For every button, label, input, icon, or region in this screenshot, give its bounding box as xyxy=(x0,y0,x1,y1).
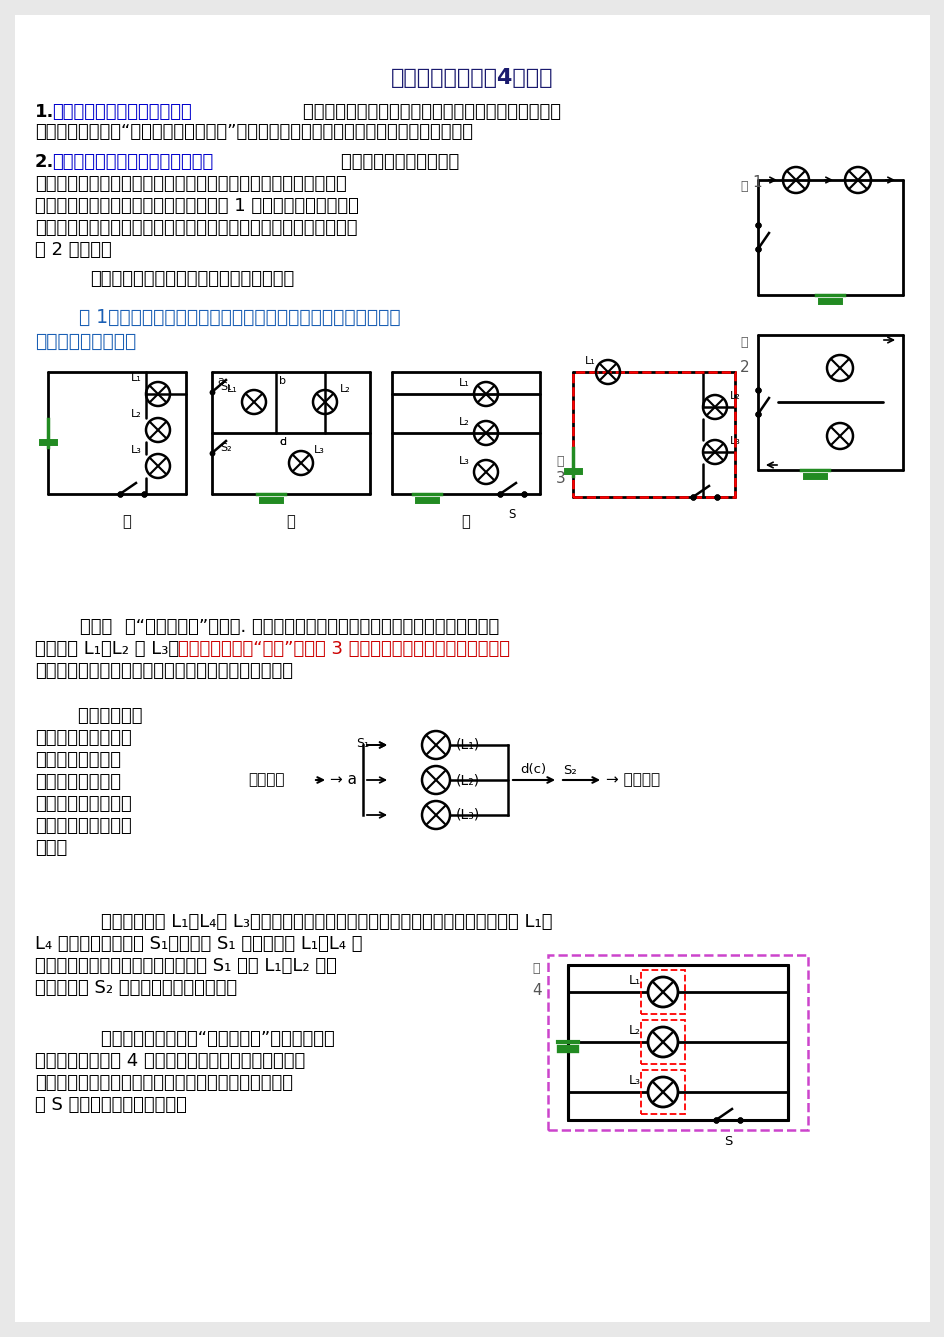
Text: 从电源的正极（或负极）: 从电源的正极（或负极） xyxy=(295,152,459,171)
Text: S₁: S₁ xyxy=(356,737,369,750)
Text: 每一流线上只有一个用电器，则此电路为并联电路。开: 每一流线上只有一个用电器，则此电路为并联电路。开 xyxy=(35,1074,293,1092)
Text: L₂: L₂ xyxy=(729,390,739,401)
Text: L₁: L₁ xyxy=(629,973,640,987)
Text: 出发，沿电流流向，分析电流通过的路径。若只有一条路径通过所: 出发，沿电流流向，分析电流通过的路径。若只有一条路径通过所 xyxy=(35,175,346,193)
Text: 没有电流通过，两灯燭灯，因此开关 S₁ 控制 L₁、L₂ 两盏: 没有电流通过，两灯燭灯，因此开关 S₁ 控制 L₁、L₂ 两盏 xyxy=(35,957,336,975)
Text: 例 1．分析下图所示电路中，开关闭合后，三盏灯的连接形式，: 例 1．分析下图所示电路中，开关闭合后，三盏灯的连接形式， xyxy=(55,308,400,328)
Text: 使用定义法识别串并联电路：: 使用定义法识别串并联电路： xyxy=(52,103,192,122)
Text: (L₃): (L₃) xyxy=(456,808,480,822)
Text: L₂: L₂ xyxy=(339,384,350,394)
Text: 示电路的连接方式，: 示电路的连接方式， xyxy=(35,729,131,747)
Text: 通过了灯 L₁、L₂ 和 L₃，: 通过了灯 L₁、L₂ 和 L₃， xyxy=(35,640,179,658)
Text: 1.: 1. xyxy=(35,103,55,122)
Text: 电源正极: 电源正极 xyxy=(247,773,284,787)
Text: c: c xyxy=(278,437,285,447)
Text: 甲: 甲 xyxy=(123,513,131,529)
Text: 4: 4 xyxy=(531,983,541,997)
Text: d(c): d(c) xyxy=(519,763,546,777)
Text: 若电路中的各元件是逐个顺次连接起来的，则电路为串: 若电路中的各元件是逐个顺次连接起来的，则电路为串 xyxy=(279,103,561,122)
Text: 图: 图 xyxy=(739,336,747,349)
Text: 中可看出，电流的流: 中可看出，电流的流 xyxy=(35,817,131,836)
Text: S: S xyxy=(508,508,515,521)
Bar xyxy=(548,955,807,1130)
Text: L₃: L₃ xyxy=(729,436,740,447)
Text: S₂: S₂ xyxy=(563,763,576,777)
Text: 灯泡。开关 S₂ 在干路上，控制三盏灯。: 灯泡。开关 S₂ 在干路上，控制三盏灯。 xyxy=(35,979,237,997)
Text: L₁: L₁ xyxy=(458,378,469,388)
Text: 分支，又在另一处汇合，则分支处到汇合处之间的电路是并联的（如: 分支，又在另一处汇合，则分支处到汇合处之间的电路是并联的（如 xyxy=(35,219,357,237)
Text: 2: 2 xyxy=(739,360,749,374)
Text: 识别串并联电路的4种方法: 识别串并联电路的4种方法 xyxy=(390,68,552,88)
Text: L₃: L₃ xyxy=(313,445,324,455)
Text: 用“电流流向法”来判断. 在图甲所示的电路中，从电源的正极出发，电流依次: 用“电流流向法”来判断. 在图甲所示的电路中，从电源的正极出发，电流依次 xyxy=(125,618,498,636)
Text: 3: 3 xyxy=(555,471,565,487)
Text: S: S xyxy=(723,1135,732,1148)
Text: 联电路，若各元件“首首相接，尾尾相连”并列地连在电路两点之间，则电路就是并联电路。: 联电路，若各元件“首首相接，尾尾相连”并列地连在电路两点之间，则电路就是并联电路… xyxy=(35,123,473,140)
Text: L₂: L₂ xyxy=(458,417,469,427)
Text: 图 2 所示）。: 图 2 所示）。 xyxy=(35,241,111,259)
Text: → a: → a xyxy=(329,773,357,787)
Text: L₂: L₂ xyxy=(130,409,142,418)
Text: L₃: L₃ xyxy=(629,1074,640,1087)
Text: 向是：: 向是： xyxy=(35,840,67,857)
Text: a: a xyxy=(217,376,224,386)
Text: 图: 图 xyxy=(531,963,539,975)
Text: 在如图所示电路中用“电流流向法”画出了图丙中: 在如图所示电路中用“电流流向法”画出了图丙中 xyxy=(55,1029,334,1048)
Text: 丙: 丙 xyxy=(461,513,470,529)
Text: 由此可看出灯 L₁、L₄和 L₃分别在三条支路上，所以这三盏灯是并联的。其中通过灯 L₁、: 由此可看出灯 L₁、L₄和 L₃分别在三条支路上，所以这三盏灯是并联的。其中通过… xyxy=(55,913,552,931)
Text: L₄ 的电流通过了开关 S₁，当开关 S₁ 断开时，灯 L₁、L₄ 中: L₄ 的电流通过了开关 S₁，当开关 S₁ 断开时，灯 L₁、L₄ 中 xyxy=(35,935,362,953)
Text: L₂: L₂ xyxy=(629,1024,640,1038)
Text: b: b xyxy=(278,376,286,386)
Text: 并分析开关的作用。: 并分析开关的作用。 xyxy=(35,332,136,352)
Text: 有的用电器，则这个电路是串联的（如图 1 所示）；若电流在某处: 有的用电器，则这个电路是串联的（如图 1 所示）；若电流在某处 xyxy=(35,197,359,215)
Text: (L₁): (L₁) xyxy=(456,738,480,751)
Text: 流通过的所有路径: 流通过的所有路径 xyxy=(35,773,121,792)
Text: 为识别图乙所: 为识别图乙所 xyxy=(55,707,143,725)
Text: 在图中画出来，在图: 在图中画出来，在图 xyxy=(35,796,131,813)
Text: 图: 图 xyxy=(739,180,747,193)
Text: 1: 1 xyxy=(751,175,761,190)
Bar xyxy=(572,372,734,497)
Text: S₂: S₂ xyxy=(220,443,231,453)
Text: (L₂): (L₂) xyxy=(456,773,480,787)
Text: 的电流流向。见图 4 的虚线所示，电流有三条通道，且: 的电流流向。见图 4 的虚线所示，电流有三条通道，且 xyxy=(35,1052,305,1070)
Bar xyxy=(640,1070,684,1114)
Text: S₁: S₁ xyxy=(220,382,231,392)
Text: 可以先用虚线将电: 可以先用虚线将电 xyxy=(35,751,121,769)
Text: 分析：: 分析： xyxy=(55,618,112,636)
Text: → 电源负极: → 电源负极 xyxy=(605,773,660,787)
Text: 关 S 在干路上，控制三盏灯。: 关 S 在干路上，控制三盏灯。 xyxy=(35,1096,187,1114)
Bar xyxy=(640,971,684,1013)
Text: L₁: L₁ xyxy=(227,384,237,394)
Text: 使用电流流向法识别串并联电路：: 使用电流流向法识别串并联电路： xyxy=(52,152,213,171)
Text: L₃: L₃ xyxy=(458,456,469,467)
Text: 2.: 2. xyxy=(35,152,55,171)
Text: 图: 图 xyxy=(555,455,563,468)
Text: 的。在串联电路中，一个开关可以控制所有的用电器。: 的。在串联电路中，一个开关可以控制所有的用电器。 xyxy=(35,662,293,681)
Text: L₁: L₁ xyxy=(584,356,595,366)
Text: d: d xyxy=(278,437,286,447)
Text: 乙: 乙 xyxy=(286,513,295,529)
Bar xyxy=(640,1020,684,1064)
Text: 电流流向法是电路分析中常用的一种方法。: 电流流向法是电路分析中常用的一种方法。 xyxy=(90,270,294,287)
Text: L₃: L₃ xyxy=(130,445,142,455)
Text: L₁: L₁ xyxy=(130,373,142,382)
Text: 电路中没有出现“分叉”，见图 3 的虚线所示，所以这三盏灯是串联: 电路中没有出现“分叉”，见图 3 的虚线所示，所以这三盏灯是串联 xyxy=(177,640,510,658)
